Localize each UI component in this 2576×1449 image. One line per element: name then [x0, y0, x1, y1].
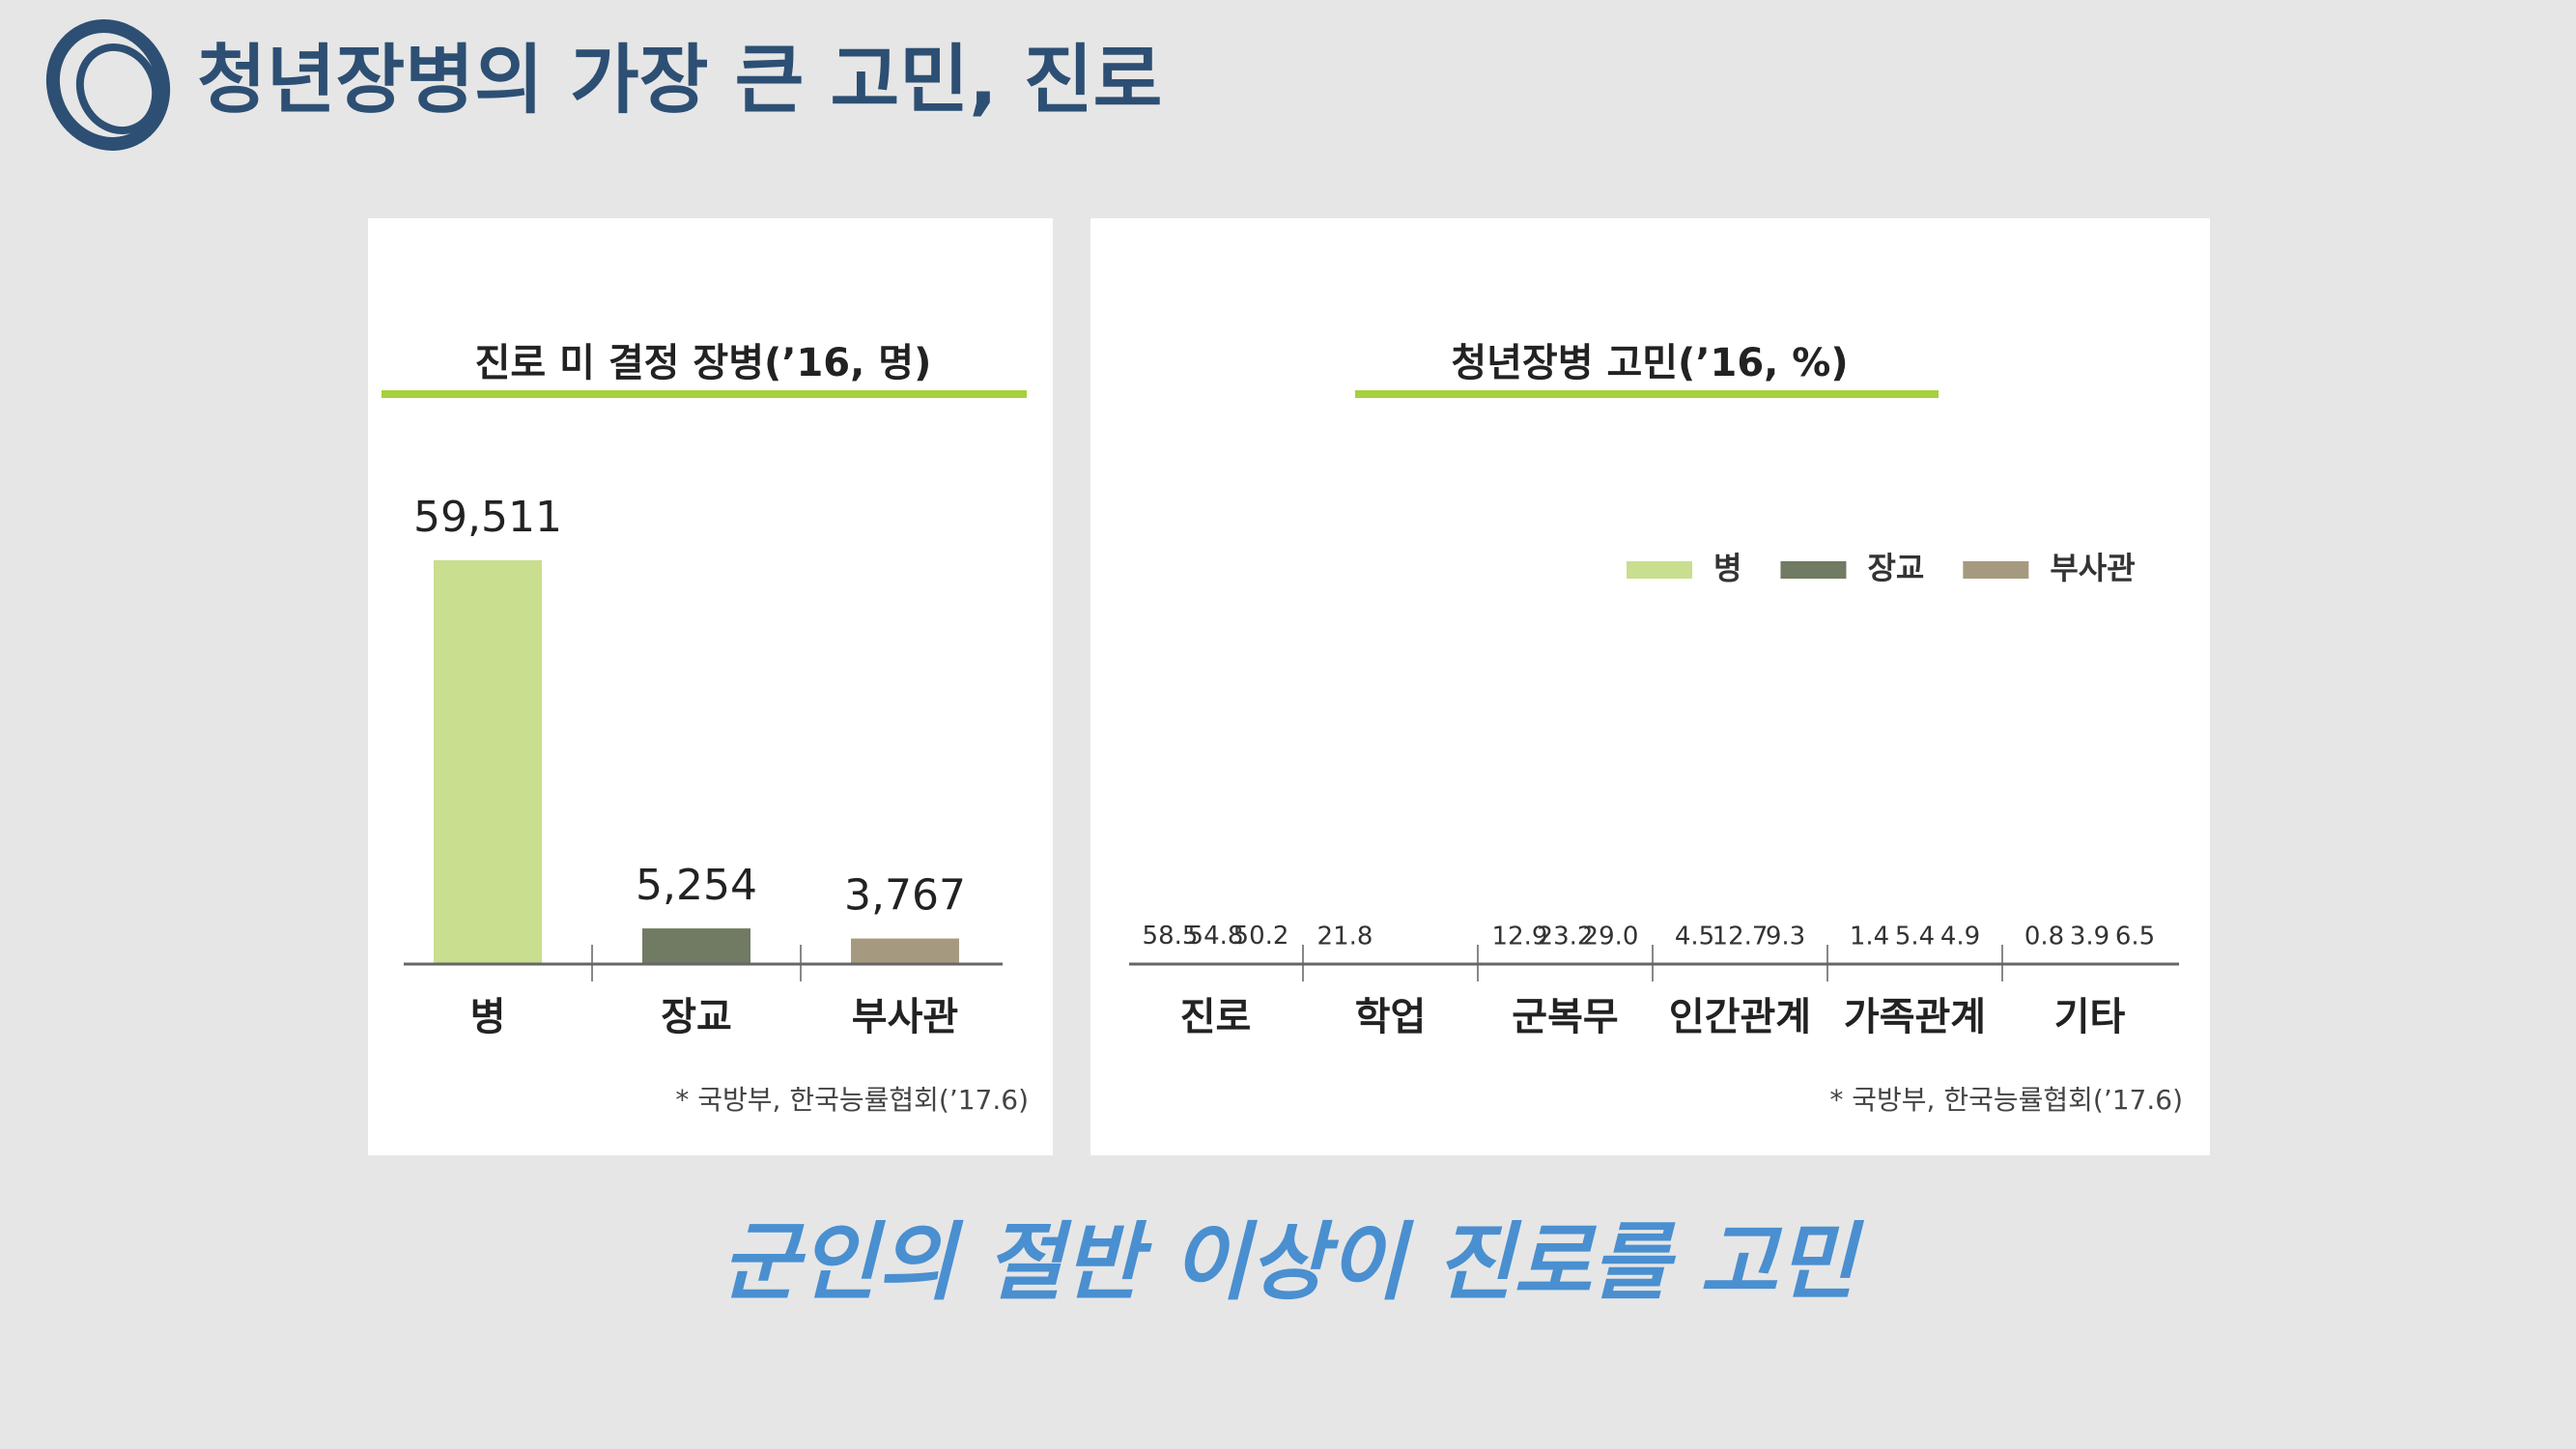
data-label: 21.8 [1317, 922, 1373, 951]
legend-swatch [1963, 561, 2029, 579]
data-label: 4.5 [1675, 922, 1714, 951]
data-label: 12.9 [1492, 922, 1548, 951]
x-tick-label: 기타 [2054, 995, 2126, 1039]
data-label: 50.2 [1233, 922, 1289, 951]
chart-title: 진로 미 결정 장병(’16, 명) [475, 341, 932, 385]
legend-label: 부사관 [2050, 550, 2135, 586]
bar [434, 560, 542, 964]
legend-swatch [1780, 561, 1847, 579]
data-label: 59,511 [413, 493, 562, 542]
logo [45, 19, 171, 151]
data-label: 29.0 [1583, 922, 1639, 951]
data-label: 58.5 [1143, 922, 1199, 951]
data-label: 6.5 [2115, 922, 2155, 951]
data-label: 4.9 [1940, 922, 1980, 951]
data-label: 3,767 [844, 871, 966, 921]
data-label: 54.8 [1188, 922, 1244, 951]
x-tick-label: 군복무 [1512, 995, 1618, 1039]
x-tick-label: 병 [470, 995, 506, 1039]
source-note: * 국방부, 한국능률협회(’17.6) [675, 1084, 1029, 1116]
legend-label: 병 [1713, 550, 1741, 586]
chart-title: 청년장병 고민(’16, %) [1451, 341, 1848, 385]
source-note: * 국방부, 한국능률협회(’17.6) [1829, 1084, 2183, 1116]
data-label: 5.4 [1895, 922, 1935, 951]
panel [1090, 218, 2210, 1155]
legend-label: 장교 [1867, 550, 1924, 586]
x-tick-label: 가족관계 [1844, 995, 1986, 1039]
bar [851, 938, 959, 964]
data-label: 1.4 [1850, 922, 1889, 951]
slide-title: 청년장병의 가장 큰 고민, 진로 [197, 37, 1162, 124]
x-tick-label: 진로 [1180, 995, 1252, 1039]
x-tick-label: 학업 [1355, 995, 1427, 1039]
data-label: 3.9 [2070, 922, 2109, 951]
data-label: 0.8 [2024, 922, 2064, 951]
x-tick-label: 부사관 [852, 995, 958, 1039]
data-label: 5,254 [636, 861, 757, 910]
bar [642, 928, 750, 964]
caption: 군인의 절반 이상이 진로를 고민 [721, 1212, 1864, 1312]
x-tick-label: 장교 [661, 995, 732, 1039]
legend-swatch [1627, 561, 1692, 579]
data-label: 23.2 [1538, 922, 1594, 951]
x-tick-label: 인간관계 [1669, 995, 1811, 1039]
data-label: 12.7 [1713, 922, 1769, 951]
data-label: 9.3 [1766, 922, 1805, 951]
